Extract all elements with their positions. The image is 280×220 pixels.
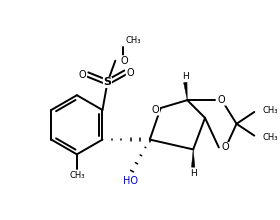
- Polygon shape: [184, 82, 187, 100]
- Text: O: O: [152, 105, 160, 115]
- Text: O: O: [222, 143, 229, 152]
- Text: O: O: [79, 70, 87, 79]
- Text: CH₃: CH₃: [69, 170, 85, 180]
- Text: O: O: [218, 95, 225, 105]
- Text: HO: HO: [123, 176, 137, 186]
- Polygon shape: [192, 149, 195, 167]
- Text: CH₃: CH₃: [262, 106, 278, 114]
- Text: H: H: [190, 169, 197, 178]
- Text: CH₃: CH₃: [125, 35, 141, 44]
- Text: H: H: [182, 72, 189, 81]
- Text: S: S: [103, 77, 111, 87]
- Text: CH₃: CH₃: [262, 133, 278, 142]
- Text: O: O: [126, 68, 134, 77]
- Text: O: O: [120, 56, 128, 66]
